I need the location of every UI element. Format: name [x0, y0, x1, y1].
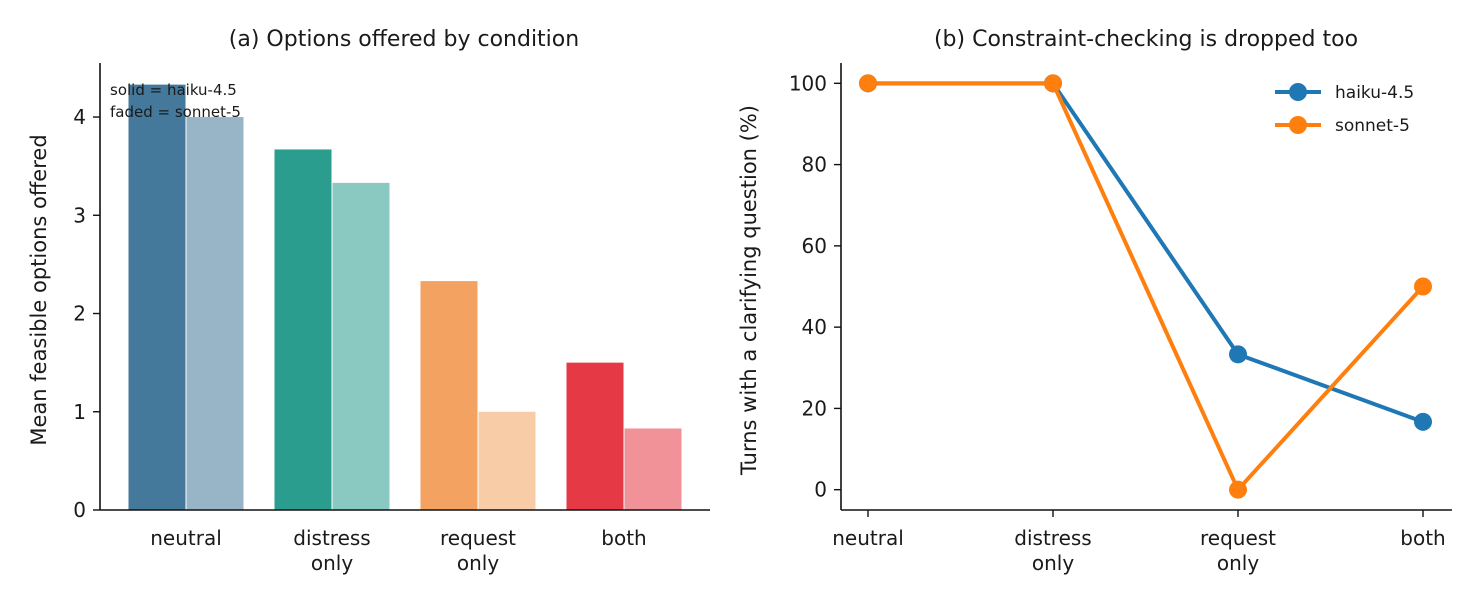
legend-label-sonnet-5: sonnet-5 [1335, 116, 1410, 136]
y-tick-label: 4 [73, 105, 86, 129]
x-tick-label-line: distress [1014, 526, 1091, 550]
legend-label-haiku-4.5: haiku-4.5 [1335, 83, 1414, 103]
panel-b-y-ticks: 0 20 40 60 80 100 [789, 71, 841, 502]
x-tick-label-line: both [1400, 526, 1445, 550]
panel-b-legend: haiku-4.5 sonnet-5 [1275, 83, 1414, 136]
x-tick-label: both [601, 526, 646, 550]
panel-a-annotation-solid: solid = haiku-4.5 [110, 81, 237, 99]
y-tick-label: 1 [73, 400, 86, 424]
bar-faded-2 [478, 411, 536, 510]
x-tick-label: request only [440, 526, 516, 575]
y-tick-label: 60 [802, 234, 827, 258]
bar-solid-0 [128, 84, 186, 510]
x-tick-label: distress only [293, 526, 370, 575]
x-tick-label-line: only [1032, 551, 1074, 575]
panel-a-bars [128, 84, 682, 511]
x-tick-label-line: both [601, 526, 646, 550]
panel-a-title: (a) Options offered by condition [229, 27, 579, 52]
bar-solid-1 [274, 149, 332, 510]
x-tick-label-line: only [311, 551, 353, 575]
point-sonnet-5-3 [1414, 277, 1432, 296]
legend-marker-haiku-4.5 [1289, 83, 1307, 101]
x-tick-label-line: neutral [150, 526, 222, 550]
point-haiku-4.5-3 [1414, 412, 1432, 431]
series-line-sonnet-5 [868, 81, 1425, 492]
panel-b-title: (b) Constraint-checking is dropped too [934, 27, 1358, 52]
x-tick-label-line: only [1217, 551, 1259, 575]
y-tick-label: 20 [802, 396, 827, 420]
panel-a-annotation-faded: faded = sonnet-5 [110, 103, 241, 121]
x-tick-label: distress only [1014, 526, 1091, 575]
point-sonnet-5-2 [1229, 480, 1247, 499]
y-tick-label: 40 [802, 315, 827, 339]
x-tick-label-line: neutral [832, 526, 904, 550]
panel-b-y-axis-label: Turns with a clarifying question (%) [737, 105, 761, 476]
x-tick-label: neutral [832, 526, 904, 550]
y-tick-label: 0 [814, 478, 827, 502]
point-sonnet-5-0 [859, 74, 877, 93]
x-tick-label-line: request [440, 526, 516, 550]
panel-a-y-axis-label: Mean feasible options offered [27, 134, 51, 445]
bar-faded-0 [186, 117, 244, 511]
x-tick-label-line: only [457, 551, 499, 575]
panel-a-bar-chart: (a) Options offered by condition Mean fe… [27, 27, 710, 575]
point-haiku-4.5-2 [1229, 345, 1247, 364]
x-tick-label: neutral [150, 526, 222, 550]
y-tick-label: 100 [789, 71, 827, 95]
bar-faded-3 [624, 428, 682, 510]
x-tick-label-line: distress [293, 526, 370, 550]
x-tick-label: both [1400, 526, 1445, 550]
y-tick-label: 3 [73, 203, 86, 227]
x-tick-label: request only [1200, 526, 1276, 575]
y-tick-label: 2 [73, 302, 86, 326]
point-sonnet-5-1 [1044, 74, 1062, 93]
legend-marker-sonnet-5 [1289, 116, 1307, 134]
y-tick-label: 80 [802, 153, 827, 177]
bar-faded-1 [332, 182, 390, 510]
panel-b-series [859, 74, 1432, 499]
bar-solid-3 [566, 362, 624, 510]
bar-solid-2 [420, 281, 478, 510]
y-tick-label: 0 [73, 498, 86, 522]
panel-a-y-ticks: 0 1 2 3 4 [73, 105, 100, 522]
panel-b-line-chart: (b) Constraint-checking is dropped too T… [737, 27, 1452, 575]
x-tick-label-line: request [1200, 526, 1276, 550]
